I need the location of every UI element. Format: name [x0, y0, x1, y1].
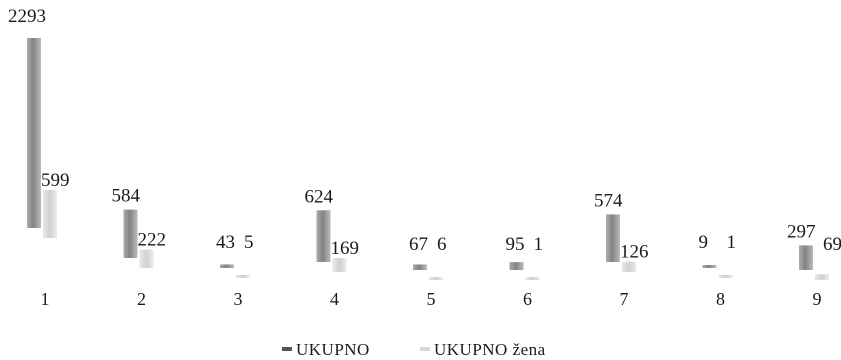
legend-label-ukupno-zena: UKUPNO žena [434, 340, 546, 359]
data-label-ukupno-zena-3: 5 [244, 232, 254, 253]
legend-swatch-ukupno-zena [420, 347, 430, 351]
legend-swatch-ukupno [282, 347, 292, 351]
bar-ukupno-zena-2 [139, 249, 154, 268]
x-axis-tick-labels: 1 2 3 4 5 6 7 8 9 [41, 289, 822, 309]
x-tick-label-7: 7 [620, 289, 629, 309]
bar-ukupno-zena-1 [43, 190, 57, 238]
bar-ukupno-6 [509, 262, 524, 270]
data-label-ukupno-5: 67 [409, 234, 428, 255]
data-label-ukupno-1: 2293 [8, 6, 46, 27]
bar-ukupno-zena-9 [815, 274, 829, 280]
legend: UKUPNO UKUPNO žena [282, 340, 546, 359]
x-tick-label-3: 3 [234, 289, 243, 309]
data-label-ukupno-zena-9: 69 [823, 234, 841, 255]
x-tick-label-9: 9 [813, 289, 822, 309]
bar-ukupno-zena-6 [525, 277, 540, 280]
data-label-ukupno-8: 9 [699, 232, 709, 253]
data-label-ukupno-3: 43 [216, 232, 235, 253]
bar-ukupno-9 [799, 245, 813, 270]
bar-ukupno-zena-3 [236, 275, 250, 278]
x-tick-label-6: 6 [523, 289, 532, 309]
data-label-ukupno-zena-8: 1 [727, 232, 737, 253]
x-tick-label-8: 8 [716, 289, 725, 309]
bar-ukupno-1 [27, 38, 41, 228]
bar-ukupno-4 [316, 210, 331, 262]
data-label-ukupno-zena-4: 169 [331, 238, 360, 259]
data-label-ukupno-9: 297 [787, 221, 816, 242]
x-tick-label-2: 2 [137, 289, 146, 309]
x-tick-label-4: 4 [330, 289, 339, 309]
bar-ukupno-zena-4 [332, 257, 347, 272]
data-label-ukupno-zena-5: 6 [437, 234, 447, 255]
x-tick-label-5: 5 [427, 289, 436, 309]
bar-ukupno-8 [702, 265, 717, 268]
bars-group [27, 38, 829, 280]
bar-ukupno-zena-8 [718, 275, 733, 278]
x-tick-label-1: 1 [41, 289, 50, 309]
bar-ukupno-3 [220, 264, 234, 268]
data-label-ukupno-2: 584 [112, 186, 141, 207]
bar-ukupno-zena-7 [622, 261, 636, 272]
data-label-ukupno-7: 574 [594, 190, 623, 211]
data-label-ukupno-6: 95 [506, 234, 525, 255]
bar-ukupno-7 [606, 214, 620, 262]
legend-label-ukupno: UKUPNO [296, 340, 370, 359]
data-label-ukupno-zena-2: 222 [138, 230, 167, 251]
bar-ukupno-zena-5 [429, 277, 443, 280]
data-label-ukupno-zena-6: 1 [534, 234, 544, 255]
bar-ukupno-5 [413, 264, 427, 270]
bar-ukupno-2 [123, 209, 138, 258]
data-label-ukupno-4: 624 [305, 186, 334, 207]
data-label-ukupno-zena-7: 126 [620, 242, 649, 263]
data-label-ukupno-zena-1: 599 [41, 170, 70, 191]
